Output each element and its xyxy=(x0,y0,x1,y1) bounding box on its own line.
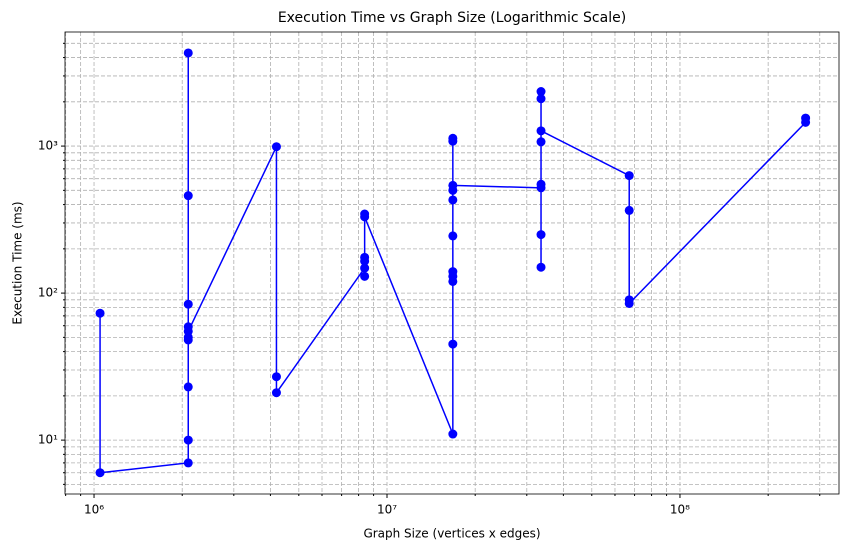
chart-title: Execution Time vs Graph Size (Logarithmi… xyxy=(278,10,626,26)
y-tick-label: 10² xyxy=(38,286,58,300)
data-point xyxy=(448,195,458,205)
data-point xyxy=(360,263,370,273)
data-point xyxy=(183,326,193,336)
data-point xyxy=(801,113,811,123)
data-point xyxy=(95,468,105,478)
data-point xyxy=(448,339,458,349)
data-point xyxy=(183,435,193,445)
data-point xyxy=(448,180,458,190)
data-point xyxy=(536,126,546,136)
data-point xyxy=(183,458,193,468)
data-point xyxy=(624,298,634,308)
data-point xyxy=(183,382,193,392)
x-tick-label: 10⁷ xyxy=(377,503,397,517)
y-tick-label: 10¹ xyxy=(38,433,58,447)
y-axis-label: Execution Time (ms) xyxy=(11,201,25,324)
data-point xyxy=(95,308,105,318)
plot-frame xyxy=(64,31,840,495)
data-point xyxy=(624,171,634,181)
data-point xyxy=(271,142,281,152)
series-line xyxy=(99,52,807,474)
x-axis-label: Graph Size (vertices x edges) xyxy=(363,527,540,541)
data-point xyxy=(360,256,370,266)
x-tick-label: 10⁸ xyxy=(670,503,690,517)
y-tick-label: 10³ xyxy=(38,139,58,153)
data-point xyxy=(536,87,546,97)
data-point xyxy=(448,429,458,439)
data-point xyxy=(360,212,370,222)
data-point xyxy=(448,267,458,277)
data-point xyxy=(183,48,193,58)
data-point xyxy=(183,299,193,309)
data-point xyxy=(536,262,546,272)
data-point xyxy=(183,191,193,201)
x-tick-label: 10⁶ xyxy=(84,503,104,517)
data-point xyxy=(360,271,370,281)
data-point xyxy=(624,205,634,215)
data-point xyxy=(448,136,458,146)
data-point xyxy=(536,179,546,189)
data-point xyxy=(536,137,546,147)
data-point xyxy=(536,94,546,104)
data-point xyxy=(448,231,458,241)
data-point xyxy=(271,372,281,382)
data-point xyxy=(536,230,546,240)
data-point xyxy=(271,388,281,398)
